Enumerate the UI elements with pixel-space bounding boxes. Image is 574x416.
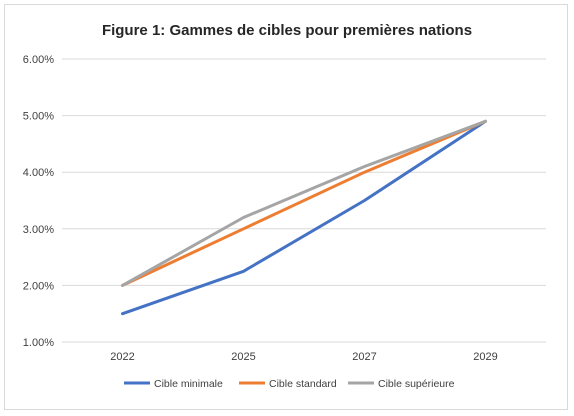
legend-label: Cible supérieure — [378, 378, 455, 390]
series-line-2 — [121, 119, 487, 287]
gridlines — [62, 58, 546, 343]
y-tick-label: 6.00% — [23, 54, 54, 66]
chart-title: Figure 1: Gammes de cibles pour première… — [101, 22, 473, 39]
series-line-0 — [121, 119, 487, 316]
legend: Cible minimale Cible standard Cible supéri… — [124, 378, 455, 390]
x-tick-label: 2025 — [231, 351, 255, 363]
y-tick-label: 1.00% — [23, 337, 54, 349]
y-tick-label: 5.00% — [23, 111, 54, 123]
x-tick-label: 2027 — [352, 351, 376, 363]
x-tick-label: 2029 — [473, 351, 497, 363]
legend-label: Cible standard — [269, 378, 337, 390]
y-tick-label: 2.00% — [23, 280, 54, 292]
y-axis-ticks: 1.00% 2.00% 3.00% 4.00% 5.00% 6.00% — [23, 54, 54, 349]
series-lines — [121, 119, 487, 316]
series-line-1 — [121, 119, 487, 287]
x-tick-label: 2022 — [110, 351, 134, 363]
y-tick-label: 3.00% — [23, 224, 54, 236]
legend-label: Cible minimale — [154, 378, 223, 390]
y-tick-label: 4.00% — [23, 167, 54, 179]
x-axis-ticks: 2022 2025 2027 2029 — [110, 351, 497, 363]
